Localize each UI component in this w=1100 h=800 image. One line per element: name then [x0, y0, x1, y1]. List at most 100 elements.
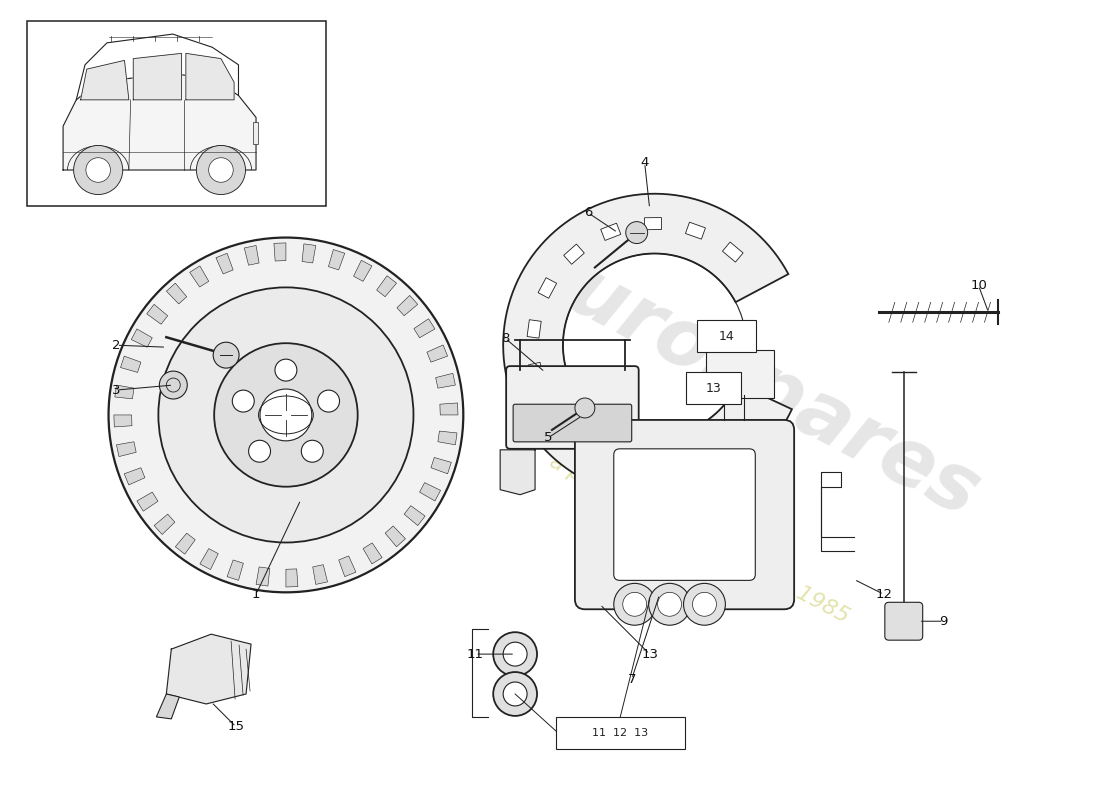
Circle shape: [158, 287, 414, 542]
Polygon shape: [131, 329, 152, 347]
Circle shape: [503, 642, 527, 666]
Text: 7: 7: [627, 673, 636, 686]
Polygon shape: [117, 442, 136, 457]
Polygon shape: [363, 543, 382, 564]
Bar: [26, 22, 326, 206]
Circle shape: [623, 592, 647, 616]
Polygon shape: [339, 556, 356, 577]
Circle shape: [260, 389, 311, 441]
Text: 9: 9: [939, 614, 948, 628]
Polygon shape: [146, 304, 167, 324]
FancyBboxPatch shape: [528, 362, 543, 382]
Text: 13: 13: [641, 648, 658, 661]
Polygon shape: [114, 415, 132, 427]
FancyBboxPatch shape: [556, 717, 684, 749]
Text: 8: 8: [500, 332, 509, 345]
FancyBboxPatch shape: [572, 433, 593, 453]
FancyBboxPatch shape: [601, 223, 620, 241]
Circle shape: [74, 146, 123, 194]
Polygon shape: [186, 54, 234, 100]
Text: 11: 11: [466, 648, 484, 661]
Polygon shape: [216, 254, 233, 274]
Text: 11  12  13: 11 12 13: [592, 728, 648, 738]
Polygon shape: [256, 567, 270, 586]
Polygon shape: [154, 514, 175, 534]
Polygon shape: [274, 243, 286, 261]
FancyBboxPatch shape: [543, 401, 562, 422]
FancyBboxPatch shape: [563, 244, 584, 264]
Text: 14: 14: [718, 330, 735, 342]
FancyBboxPatch shape: [685, 222, 705, 239]
FancyBboxPatch shape: [527, 320, 541, 338]
Text: 12: 12: [876, 588, 892, 601]
Text: 10: 10: [970, 279, 987, 292]
Polygon shape: [189, 266, 209, 287]
Polygon shape: [175, 533, 195, 554]
Text: 15: 15: [228, 720, 244, 734]
Circle shape: [86, 158, 110, 182]
Polygon shape: [431, 458, 451, 474]
Circle shape: [503, 682, 527, 706]
Text: 5: 5: [543, 431, 552, 444]
Polygon shape: [136, 492, 158, 511]
Polygon shape: [385, 526, 406, 546]
Circle shape: [493, 632, 537, 676]
Circle shape: [693, 592, 716, 616]
FancyBboxPatch shape: [575, 420, 794, 610]
Polygon shape: [440, 403, 458, 415]
FancyBboxPatch shape: [730, 421, 751, 442]
Polygon shape: [397, 295, 418, 316]
Polygon shape: [302, 244, 316, 263]
Polygon shape: [329, 250, 344, 270]
Polygon shape: [63, 74, 256, 170]
Circle shape: [197, 146, 245, 194]
FancyBboxPatch shape: [685, 372, 741, 404]
Circle shape: [649, 583, 691, 626]
Circle shape: [301, 440, 323, 462]
FancyBboxPatch shape: [695, 446, 715, 465]
Circle shape: [318, 390, 340, 412]
Circle shape: [575, 398, 595, 418]
FancyBboxPatch shape: [723, 242, 744, 262]
FancyBboxPatch shape: [538, 278, 557, 298]
Circle shape: [232, 390, 254, 412]
Polygon shape: [500, 450, 535, 494]
Circle shape: [614, 583, 656, 626]
Circle shape: [275, 359, 297, 381]
Polygon shape: [436, 374, 455, 388]
FancyBboxPatch shape: [610, 454, 630, 470]
Bar: [253, 122, 257, 144]
Polygon shape: [200, 549, 218, 570]
Polygon shape: [227, 560, 243, 580]
Polygon shape: [166, 634, 251, 704]
FancyBboxPatch shape: [884, 602, 923, 640]
Polygon shape: [114, 385, 134, 399]
Polygon shape: [286, 569, 298, 587]
Polygon shape: [244, 246, 260, 266]
FancyBboxPatch shape: [697, 320, 757, 352]
Text: 13: 13: [705, 382, 722, 394]
Polygon shape: [427, 345, 448, 362]
FancyBboxPatch shape: [614, 449, 756, 580]
Circle shape: [160, 371, 187, 399]
Circle shape: [683, 583, 725, 626]
Text: 1: 1: [252, 588, 261, 601]
FancyBboxPatch shape: [654, 460, 672, 473]
Text: 4: 4: [640, 156, 649, 170]
Circle shape: [214, 343, 358, 486]
Polygon shape: [156, 694, 179, 719]
Circle shape: [626, 222, 648, 243]
FancyBboxPatch shape: [706, 350, 774, 398]
Circle shape: [493, 672, 537, 716]
Polygon shape: [404, 506, 425, 526]
Text: 2: 2: [112, 338, 121, 352]
Polygon shape: [166, 283, 187, 304]
Polygon shape: [124, 468, 145, 485]
Polygon shape: [414, 318, 435, 338]
Text: 6: 6: [584, 206, 592, 219]
Circle shape: [109, 238, 463, 592]
Polygon shape: [503, 194, 792, 497]
Polygon shape: [80, 60, 129, 100]
Polygon shape: [353, 260, 372, 282]
Polygon shape: [121, 356, 141, 373]
